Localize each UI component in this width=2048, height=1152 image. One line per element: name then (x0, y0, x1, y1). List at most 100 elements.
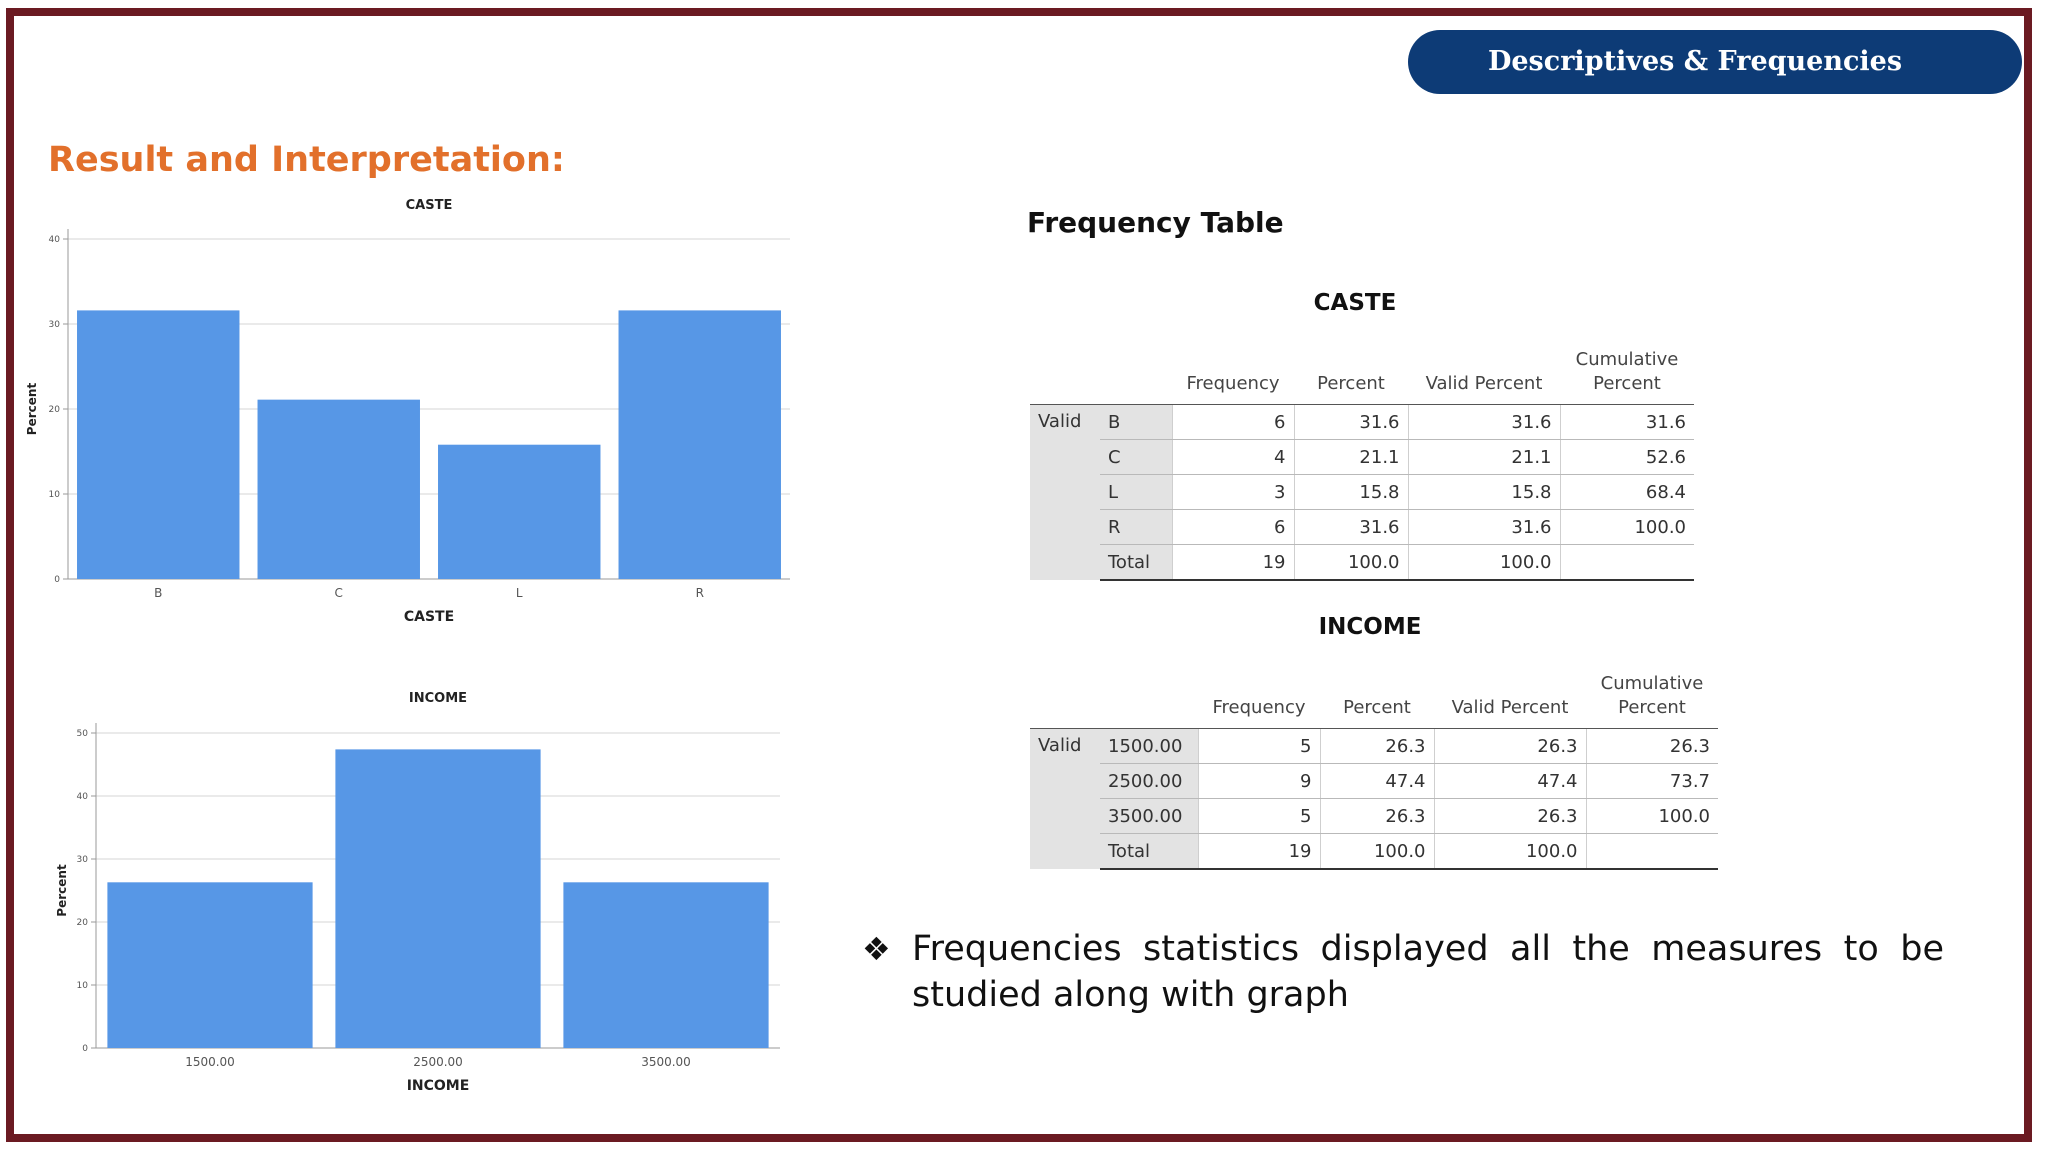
cell-valid-percent: 31.6 (1407, 509, 1560, 545)
x-tick-label: 2500.00 (413, 1055, 463, 1069)
row-label: R (1100, 509, 1172, 545)
cell-cumulative-percent (1559, 544, 1694, 581)
bar (563, 882, 769, 1048)
header-title-pill: Descriptives & Frequencies (1408, 30, 2022, 94)
cell-cumulative-percent: 73.7 (1585, 763, 1718, 799)
income-table-caption: INCOME (1318, 614, 1422, 640)
income-bar-chart: INCOME 0 10 20 30 40 50 1500.00 2500.00 3500.00 IN… (55, 691, 780, 1094)
row-label: L (1100, 474, 1172, 510)
y-tick-label: 40 (49, 235, 61, 245)
income-frequency-table: Frequency Percent Valid Percent Cumulati… (1030, 652, 1718, 870)
row-label: 2500.00 (1100, 763, 1198, 799)
y-tick-label: 20 (77, 918, 89, 928)
table-row: C 4 21.1 21.1 52.6 (1030, 439, 1694, 475)
header-frequency: Frequency (1172, 328, 1294, 405)
frequency-table-title: Frequency Table (1027, 206, 1284, 239)
cell-frequency: 5 (1197, 798, 1320, 834)
table-row: Valid 1500.00 5 26.3 26.3 26.3 (1030, 728, 1718, 869)
cell-valid-percent: 26.3 (1433, 798, 1586, 834)
caste-table-caption: CASTE (1313, 290, 1397, 316)
header-frequency: Frequency (1198, 652, 1320, 729)
bar (257, 399, 420, 579)
cell-percent: 31.6 (1293, 404, 1408, 440)
y-axis-label: Percent (55, 864, 69, 917)
cell-valid-percent: 26.3 (1433, 728, 1586, 764)
y-tick-label: 10 (49, 490, 61, 500)
table-row: R 6 31.6 31.6 100.0 (1030, 509, 1694, 545)
x-tick-label: C (335, 586, 343, 600)
cell-percent: 100.0 (1319, 833, 1434, 870)
y-axis-label: Percent (25, 383, 39, 436)
caste-frequency-table: Frequency Percent Valid Percent Cumulati… (1030, 328, 1694, 581)
y-tick-label: 0 (54, 575, 60, 585)
header-valid-percent: Valid Percent (1434, 652, 1586, 729)
table-header-row: Frequency Percent Valid Percent Cumulati… (1030, 328, 1694, 405)
y-tick-label: 10 (77, 981, 89, 991)
cell-valid-percent: 100.0 (1407, 544, 1560, 581)
header-blank (1030, 328, 1100, 405)
cell-cumulative-percent: 100.0 (1585, 798, 1718, 834)
cell-valid-percent: 31.6 (1407, 404, 1560, 440)
table-row: Valid B 6 31.6 31.6 31.6 (1030, 404, 1694, 580)
cell-percent: 26.3 (1319, 728, 1434, 764)
cell-frequency: 3 (1171, 474, 1294, 510)
row-label: C (1100, 439, 1172, 475)
y-tick-label: 0 (82, 1044, 88, 1054)
table-row: Total 19 100.0 100.0 (1030, 833, 1718, 870)
x-axis-label: INCOME (407, 1078, 470, 1094)
cell-frequency: 19 (1171, 544, 1294, 581)
table-row: 3500.00 5 26.3 26.3 100.0 (1030, 798, 1718, 834)
bar (438, 444, 601, 579)
x-axis-label: CASTE (404, 609, 454, 625)
cell-cumulative-percent (1585, 833, 1718, 870)
header-cumulative-percent: Cumulative Percent (1586, 652, 1718, 729)
row-label: B (1100, 404, 1172, 440)
table-row: L 3 15.8 15.8 68.4 (1030, 474, 1694, 510)
y-tick-label: 30 (77, 855, 89, 865)
row-label: Total (1100, 833, 1198, 870)
table-header-row: Frequency Percent Valid Percent Cumulati… (1030, 652, 1718, 729)
x-tick-label: 1500.00 (185, 1055, 235, 1069)
row-group-label: Valid (1030, 728, 1100, 869)
header-cumulative-percent: Cumulative Percent (1560, 328, 1694, 405)
bullet-text: Frequencies statistics displayed all the… (912, 929, 1944, 1015)
y-tick-label: 40 (77, 792, 89, 802)
x-tick-label: L (516, 586, 523, 600)
row-label: Total (1100, 544, 1172, 581)
caste-bar-chart: CASTE 0 10 20 30 40 B C L R CASTE Percent (25, 198, 790, 625)
cell-percent: 21.1 (1293, 439, 1408, 475)
chart-title: CASTE (406, 198, 453, 213)
header-valid-percent: Valid Percent (1408, 328, 1560, 405)
bar (335, 749, 541, 1048)
four-diamond-bullet-icon: ❖ (862, 930, 891, 968)
row-group-label: Valid (1030, 404, 1100, 580)
bar (107, 882, 313, 1048)
row-label: 1500.00 (1100, 728, 1198, 764)
cell-cumulative-percent: 68.4 (1559, 474, 1694, 510)
section-heading: Result and Interpretation: (48, 140, 565, 180)
cell-frequency: 4 (1171, 439, 1294, 475)
header-percent: Percent (1320, 652, 1434, 729)
header-blank (1100, 328, 1172, 405)
bar (618, 310, 781, 579)
chart-title: INCOME (409, 691, 467, 706)
cell-frequency: 19 (1197, 833, 1320, 870)
row-label: 3500.00 (1100, 798, 1198, 834)
header-blank (1100, 652, 1198, 729)
cell-valid-percent: 100.0 (1433, 833, 1586, 870)
cell-cumulative-percent: 52.6 (1559, 439, 1694, 475)
header-percent: Percent (1294, 328, 1408, 405)
cell-percent: 31.6 (1293, 509, 1408, 545)
x-tick-label: 3500.00 (641, 1055, 691, 1069)
cell-valid-percent: 15.8 (1407, 474, 1560, 510)
table-row: Total 19 100.0 100.0 (1030, 544, 1694, 581)
y-tick-label: 50 (77, 729, 89, 739)
cell-frequency: 6 (1171, 404, 1294, 440)
y-tick-label: 20 (49, 405, 61, 415)
cell-cumulative-percent: 31.6 (1559, 404, 1694, 440)
header-blank (1030, 652, 1100, 729)
bar (77, 310, 240, 579)
cell-cumulative-percent: 100.0 (1559, 509, 1694, 545)
cell-percent: 47.4 (1319, 763, 1434, 799)
cell-percent: 100.0 (1293, 544, 1408, 581)
